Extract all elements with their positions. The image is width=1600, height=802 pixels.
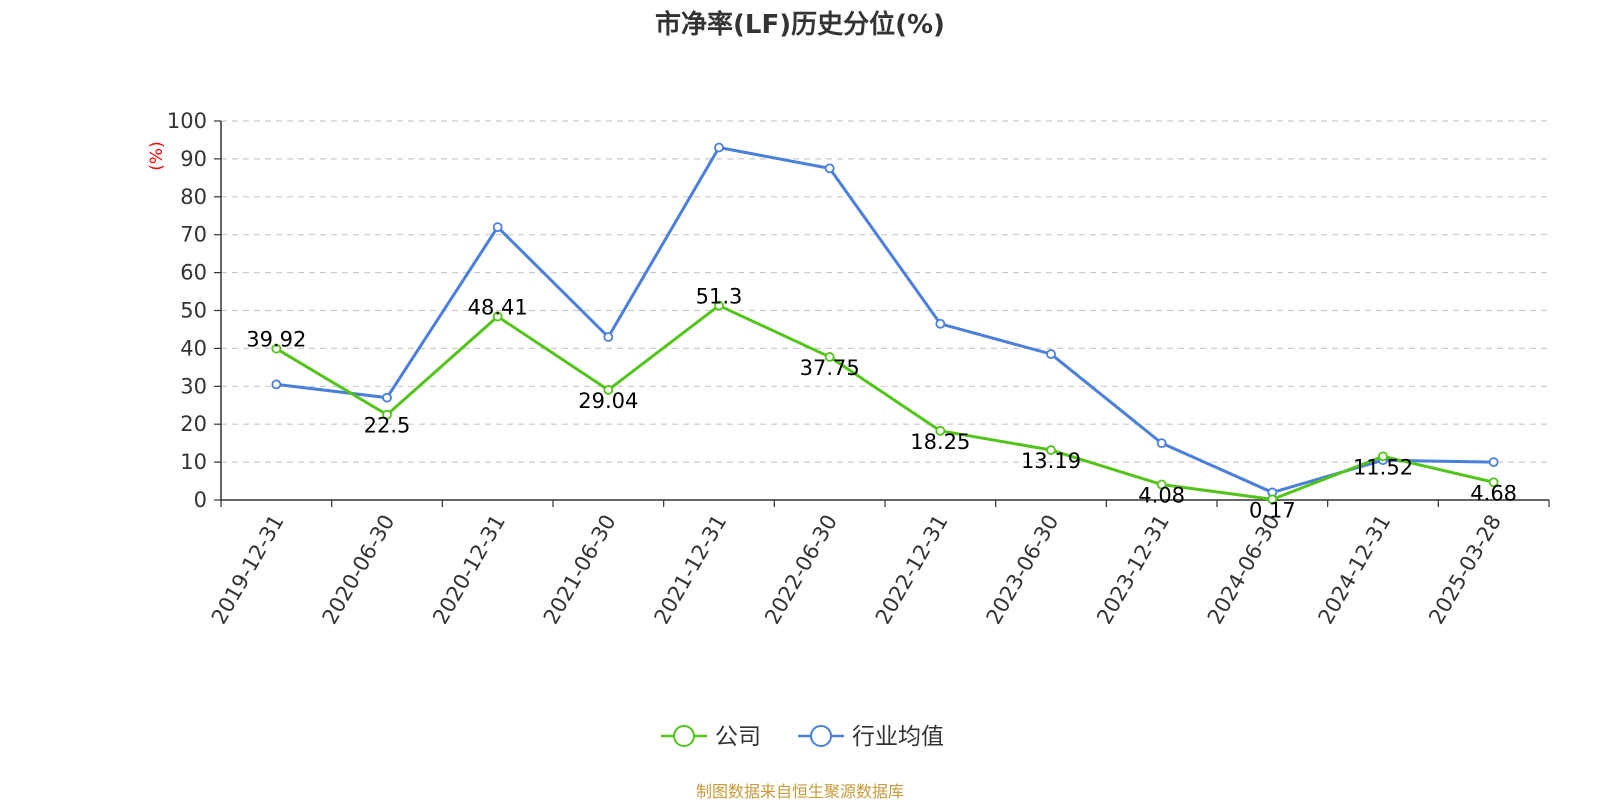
y-tick-label: 0 — [194, 488, 207, 512]
data-label: 18.25 — [910, 430, 970, 454]
legend-label: 公司 — [715, 724, 761, 750]
y-tick-label: 10 — [180, 450, 207, 474]
x-tick-label: 2020-12-31 — [428, 510, 510, 628]
data-point — [1156, 438, 1167, 449]
data-point — [1488, 477, 1499, 488]
x-tick-label: 2023-12-31 — [1092, 511, 1174, 629]
y-tick-label: 40 — [180, 336, 207, 360]
data-label: 0.17 — [1249, 498, 1296, 522]
data-point — [492, 311, 503, 322]
data-label: 51.3 — [696, 285, 743, 309]
chart-title: 市净率(LF)历史分位(%) — [655, 10, 945, 40]
x-tick-label: 2025-03-28 — [1424, 511, 1506, 629]
y-tick-label: 60 — [180, 261, 207, 285]
data-point — [492, 222, 503, 233]
x-tick-label: 2019-12-31 — [207, 511, 289, 629]
data-point — [714, 300, 724, 311]
data-point — [271, 343, 282, 354]
x-tick-label: 2024-06-30 — [1203, 511, 1285, 629]
data-point — [603, 332, 614, 342]
y-tick-label: 100 — [167, 109, 207, 133]
data-label: 4.08 — [1138, 484, 1185, 508]
data-label: 39.92 — [246, 328, 306, 352]
data-point — [1046, 445, 1056, 455]
series-line — [275, 304, 1495, 501]
source-note: 制图数据来自恒生聚源数据库 — [695, 782, 904, 801]
data-point — [1488, 457, 1499, 468]
data-point — [824, 352, 835, 362]
data-label: 48.41 — [468, 296, 528, 320]
y-tick-label: 70 — [180, 223, 207, 247]
data-point — [382, 409, 392, 420]
data-point — [824, 163, 835, 174]
data-point — [935, 425, 946, 436]
x-tick-label: 2021-06-30 — [539, 511, 621, 629]
data-label: 29.04 — [578, 389, 638, 413]
data-label: 37.75 — [800, 356, 860, 380]
data-point — [603, 385, 614, 395]
legend-label: 行业均值 — [852, 724, 944, 750]
x-tick-label: 2020-06-30 — [318, 511, 400, 629]
legend-marker — [810, 725, 832, 747]
y-tick-label: 80 — [180, 185, 207, 209]
data-point — [382, 392, 392, 403]
data-point — [271, 379, 282, 390]
x-tick-label: 2024-12-31 — [1314, 511, 1396, 629]
data-point — [714, 142, 724, 153]
data-point — [1046, 349, 1056, 359]
x-tick-label: 2022-12-31 — [871, 510, 953, 628]
y-tick-label: 50 — [180, 299, 207, 323]
legend-marker — [673, 725, 695, 747]
data-label: 4.68 — [1470, 481, 1517, 505]
x-tick-label: 2021-12-31 — [650, 511, 732, 629]
series-line — [276, 146, 1494, 494]
data-label: 11.52 — [1353, 455, 1413, 479]
y-tick-label: 30 — [180, 374, 207, 398]
data-point — [1156, 479, 1167, 490]
data-point — [935, 318, 946, 329]
x-tick-label: 2022-06-30 — [760, 511, 842, 629]
data-label: 13.19 — [1021, 449, 1081, 473]
y-tick-label: 20 — [180, 412, 207, 436]
y-tick-label: 90 — [180, 147, 207, 171]
data-label: 22.5 — [364, 414, 411, 438]
y-axis-label: (%) — [147, 141, 167, 170]
data-point — [1267, 494, 1278, 505]
x-tick-label: 2023-06-30 — [982, 511, 1064, 629]
data-point — [1378, 451, 1388, 462]
